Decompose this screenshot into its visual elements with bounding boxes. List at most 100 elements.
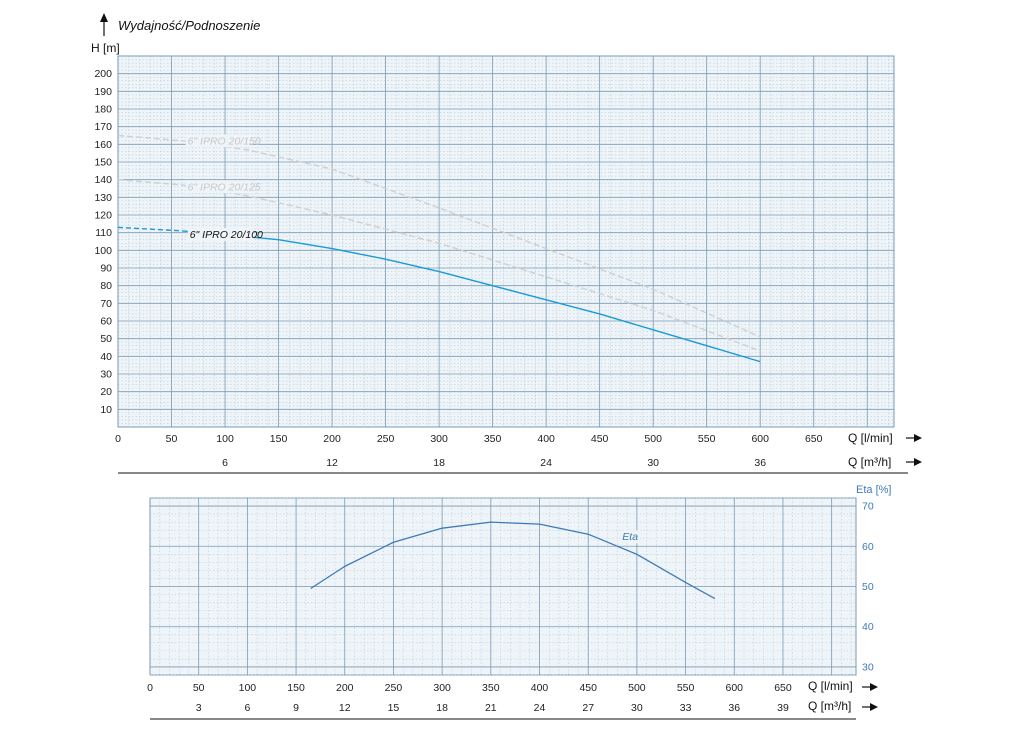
x2-tick-label: 12: [339, 702, 351, 714]
x-tick-label: 600: [726, 682, 744, 694]
x-tick-label: 150: [287, 682, 305, 694]
x2-tick-label: 9: [293, 702, 299, 714]
x-tick-label: 550: [698, 433, 716, 445]
x2-tick-label: 21: [485, 702, 497, 714]
y-tick-label: 40: [100, 351, 112, 363]
x-tick-label: 100: [239, 682, 257, 694]
x-tick-label: 350: [484, 433, 502, 445]
eta-x-axis-label: Q [l/min]: [808, 679, 853, 693]
x-axis-m3h-arrow-icon: [906, 458, 922, 466]
eta-x-axis-label-m3h: Q [m³/h]: [808, 699, 851, 713]
x2-tick-label: 15: [388, 702, 400, 714]
eta-x-axis-arrow-icon: [862, 683, 878, 691]
x2-tick-label: 33: [680, 702, 692, 714]
y-tick-label: 150: [94, 157, 112, 169]
x2-tick-label: 24: [540, 457, 552, 469]
x-tick-label: 500: [628, 682, 646, 694]
x2-tick-label: 36: [754, 457, 766, 469]
series-line: [182, 230, 761, 363]
efficiency-series-group: Eta: [310, 521, 716, 600]
y-tick-label: 70: [862, 501, 874, 513]
series-line-dashed: [117, 226, 183, 232]
head-chart: 6" IPRO 20/150 6" IPRO 20/125 6" IPRO 20/1…: [91, 13, 922, 474]
head-plot-area: [117, 55, 895, 428]
x-tick-label: 500: [644, 433, 662, 445]
x2-tick-label: 27: [582, 702, 594, 714]
series-label-bg: [185, 180, 250, 194]
head-grid: [117, 55, 894, 428]
x-axis-label-m3h: Q [m³/h]: [848, 455, 891, 469]
x-tick-label: 150: [270, 433, 288, 445]
y-tick-label: 70: [100, 298, 112, 310]
y-tick-label: 80: [100, 280, 112, 292]
y-axis-arrow-icon: [100, 13, 108, 36]
x-tick-label: 0: [147, 682, 153, 694]
series-label-bg: [187, 227, 254, 241]
series-label: 6" IPRO 20/100: [190, 229, 263, 241]
x-tick-label: 650: [774, 682, 792, 694]
eta-x-axis-m3h-arrow-icon: [862, 703, 878, 711]
x-tick-label: 450: [591, 433, 609, 445]
x-tick-label: 400: [537, 433, 555, 445]
y-axis-label: H [m]: [91, 41, 120, 55]
x-tick-label: 0: [115, 433, 121, 445]
series-line: [310, 521, 716, 600]
y-tick-label: 60: [862, 541, 874, 553]
efficiency-chart: Eta 0 50 100 150 200 250 300 350 400 450 500 550 600…: [147, 484, 891, 720]
x-tick-label: 50: [193, 682, 205, 694]
x2-tick-label: 30: [647, 457, 659, 469]
x-axis-arrow-icon: [906, 434, 922, 442]
y-tick-label: 120: [94, 210, 112, 222]
series-label-bg: [185, 134, 250, 148]
y-tick-label: 20: [100, 386, 112, 398]
x-tick-label: 400: [531, 682, 549, 694]
series-label: 6" IPRO 20/150: [188, 135, 261, 147]
series-label: 6" IPRO 20/125: [188, 181, 261, 193]
x-tick-label: 300: [430, 433, 448, 445]
x2-tick-label: 18: [433, 457, 445, 469]
x-tick-label: 200: [336, 682, 354, 694]
x-tick-label: 250: [385, 682, 403, 694]
efficiency-grid: [149, 497, 856, 676]
efficiency-tick-labels: 0 50 100 150 200 250 300 350 400 450 500 550 600 6503…: [147, 501, 874, 714]
y-tick-label: 140: [94, 174, 112, 186]
x2-tick-label: 24: [534, 702, 546, 714]
x-tick-label: 200: [323, 433, 341, 445]
x2-tick-label: 12: [326, 457, 338, 469]
x-tick-label: 600: [751, 433, 769, 445]
x-tick-label: 450: [579, 682, 597, 694]
y-tick-label: 180: [94, 104, 112, 116]
y-tick-label: 10: [100, 404, 112, 416]
head-tick-labels: 0 50 100 150 200 250 300 350 400 450 500 550 600 6501…: [94, 68, 822, 469]
x-tick-label: 350: [482, 682, 500, 694]
y-tick-label: 170: [94, 121, 112, 133]
eta-axis-label: Eta [%]: [856, 484, 891, 496]
x-tick-label: 50: [166, 433, 178, 445]
y-tick-label: 50: [862, 581, 874, 593]
x-tick-label: 100: [216, 433, 234, 445]
x2-tick-label: 39: [777, 702, 789, 714]
series-label-bg: [620, 530, 641, 544]
y-tick-label: 30: [100, 369, 112, 381]
y-tick-label: 50: [100, 333, 112, 345]
y-tick-label: 130: [94, 192, 112, 204]
x-axis-label: Q [l/min]: [848, 431, 893, 445]
y-tick-label: 30: [862, 661, 874, 673]
x2-tick-label: 3: [196, 702, 202, 714]
series-label: Eta: [622, 531, 638, 543]
head-series-group: 6" IPRO 20/150 6" IPRO 20/125 6" IPRO 20/1…: [117, 134, 761, 363]
y-tick-label: 160: [94, 139, 112, 151]
x2-tick-label: 18: [436, 702, 448, 714]
chart-title: Wydajność/Podnoszenie: [118, 18, 260, 33]
x-tick-label: 250: [377, 433, 395, 445]
x-tick-label: 550: [677, 682, 695, 694]
y-tick-label: 190: [94, 86, 112, 98]
y-tick-label: 60: [100, 316, 112, 328]
y-tick-label: 40: [862, 621, 874, 633]
y-tick-label: 110: [95, 227, 112, 239]
x2-tick-label: 36: [728, 702, 740, 714]
x2-tick-label: 6: [244, 702, 250, 714]
x2-tick-label: 6: [222, 457, 228, 469]
y-tick-label: 100: [94, 245, 112, 257]
x-tick-label: 300: [433, 682, 451, 694]
